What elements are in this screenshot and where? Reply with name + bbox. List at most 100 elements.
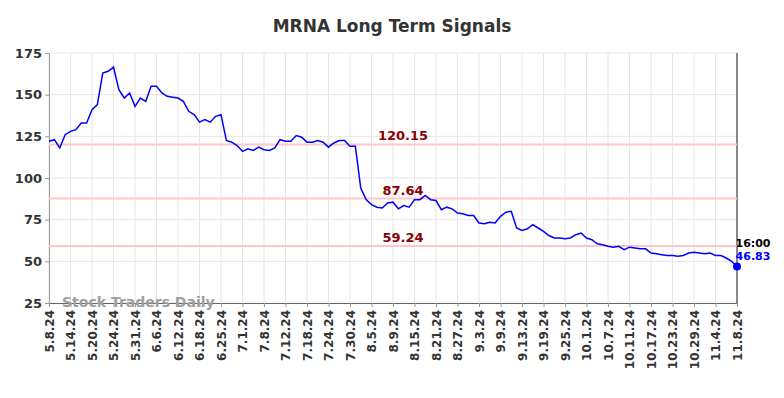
tick-label: 9.13.24 [516, 310, 530, 361]
tick-label: 8.15.24 [408, 310, 422, 361]
tick: 9.13.24 [516, 303, 530, 361]
tick-mark [737, 303, 738, 307]
last-point [733, 263, 741, 271]
tick-label: 8.5.24 [365, 310, 379, 353]
grid-line [457, 53, 458, 303]
grid-line [264, 53, 265, 303]
tick-label: 11.8.24 [731, 310, 745, 361]
grid-line [199, 53, 200, 303]
tick-label: 7.12.24 [279, 310, 293, 361]
tick-label: 175 [15, 46, 42, 61]
tick-mark [264, 303, 265, 307]
grid-line [672, 53, 673, 303]
tick: 6.6.24 [150, 303, 164, 353]
grid-line [393, 53, 394, 303]
tick-mark [45, 53, 49, 54]
tick: 7.18.24 [301, 303, 315, 361]
reference-label: 59.24 [382, 230, 423, 245]
tick: 175 [15, 46, 49, 61]
tick: 11.8.24 [731, 303, 745, 361]
grid-line [307, 53, 308, 303]
grid-line [651, 53, 652, 303]
title: MRNA Long Term Signals [273, 16, 512, 36]
tick-mark [372, 303, 373, 307]
grid-line [586, 53, 587, 303]
tick-mark [436, 303, 437, 307]
tick-label: 50 [24, 254, 42, 269]
tick-label: 7.18.24 [301, 310, 315, 361]
tick-label: 10.29.24 [688, 310, 702, 369]
grid-line [135, 53, 136, 303]
tick-label: 7.24.24 [322, 310, 336, 361]
reference-label: 120.15 [378, 128, 428, 143]
tick-label: 6.25.24 [215, 310, 229, 361]
tick: 9.9.24 [494, 303, 508, 353]
tick: 10.11.24 [623, 303, 637, 369]
tick-mark [221, 303, 222, 307]
tick-mark [716, 303, 717, 307]
end-value: 46.83 [736, 250, 771, 263]
tick: 10.7.24 [602, 303, 616, 361]
chart: 2550751001251501755.8.245.14.245.20.245.… [0, 0, 784, 398]
tick-label: 11.4.24 [709, 310, 723, 361]
tick-label: 10.23.24 [666, 310, 680, 369]
tick-label: 5.14.24 [64, 310, 78, 361]
tick: 9.19.24 [537, 303, 551, 361]
tick: 8.21.24 [430, 303, 444, 361]
reference-label: 87.64 [382, 183, 423, 198]
tick: 10.17.24 [645, 303, 659, 369]
tick-mark [458, 303, 459, 307]
tick-mark [522, 303, 523, 307]
tick-mark [45, 136, 49, 137]
tick: 10.23.24 [666, 303, 680, 369]
tick-label: 6.18.24 [193, 310, 207, 361]
tick-mark [329, 303, 330, 307]
tick: 5.20.24 [86, 303, 100, 361]
watermark: Stock Traders Daily [62, 294, 215, 310]
tick-label: 75 [24, 212, 42, 227]
tick-mark [587, 303, 588, 307]
grid-line [328, 53, 329, 303]
tick: 7.24.24 [322, 303, 336, 361]
grid-line [715, 53, 716, 303]
grid-line [479, 53, 480, 303]
tick-label: 125 [15, 129, 42, 144]
tick-mark [630, 303, 631, 307]
tick-label: 10.17.24 [645, 310, 659, 369]
plot-area [49, 67, 741, 270]
tick: 6.12.24 [172, 303, 186, 361]
tick-mark [307, 303, 308, 307]
tick-label: 100 [15, 171, 42, 186]
tick: 7.8.24 [258, 303, 272, 353]
grid-line [178, 53, 179, 303]
grid-line [70, 53, 71, 303]
tick: 25 [24, 296, 49, 311]
tick-mark [415, 303, 416, 307]
grid-line [221, 53, 222, 303]
end-time: 16:00 [735, 237, 770, 250]
grid-line [522, 53, 523, 303]
axis-line [45, 54, 50, 304]
tick-mark [479, 303, 480, 307]
y-axis: 25 50 75 100 125 150 175 [15, 46, 50, 311]
tick: 7.12.24 [279, 303, 293, 361]
tick-label: 8.27.24 [451, 310, 465, 361]
tick-mark [45, 220, 49, 221]
tick: 150 [15, 87, 49, 102]
tick-label: 6.6.24 [150, 310, 164, 353]
grid-line [543, 53, 544, 303]
tick-mark [544, 303, 545, 307]
tick-mark [393, 303, 394, 307]
tick-mark [350, 303, 351, 307]
tick: 5.31.24 [129, 303, 143, 361]
tick: 9.3.24 [473, 303, 487, 353]
tick: 9.25.24 [559, 303, 573, 361]
grid [49, 53, 737, 303]
tick: 7.30.24 [344, 303, 358, 361]
grid-line [371, 53, 372, 303]
tick: 100 [15, 171, 49, 186]
tick: 8.9.24 [387, 303, 401, 353]
tick-label: 5.20.24 [86, 310, 100, 361]
tick-mark [565, 303, 566, 307]
tick-label: 10.11.24 [623, 310, 637, 369]
